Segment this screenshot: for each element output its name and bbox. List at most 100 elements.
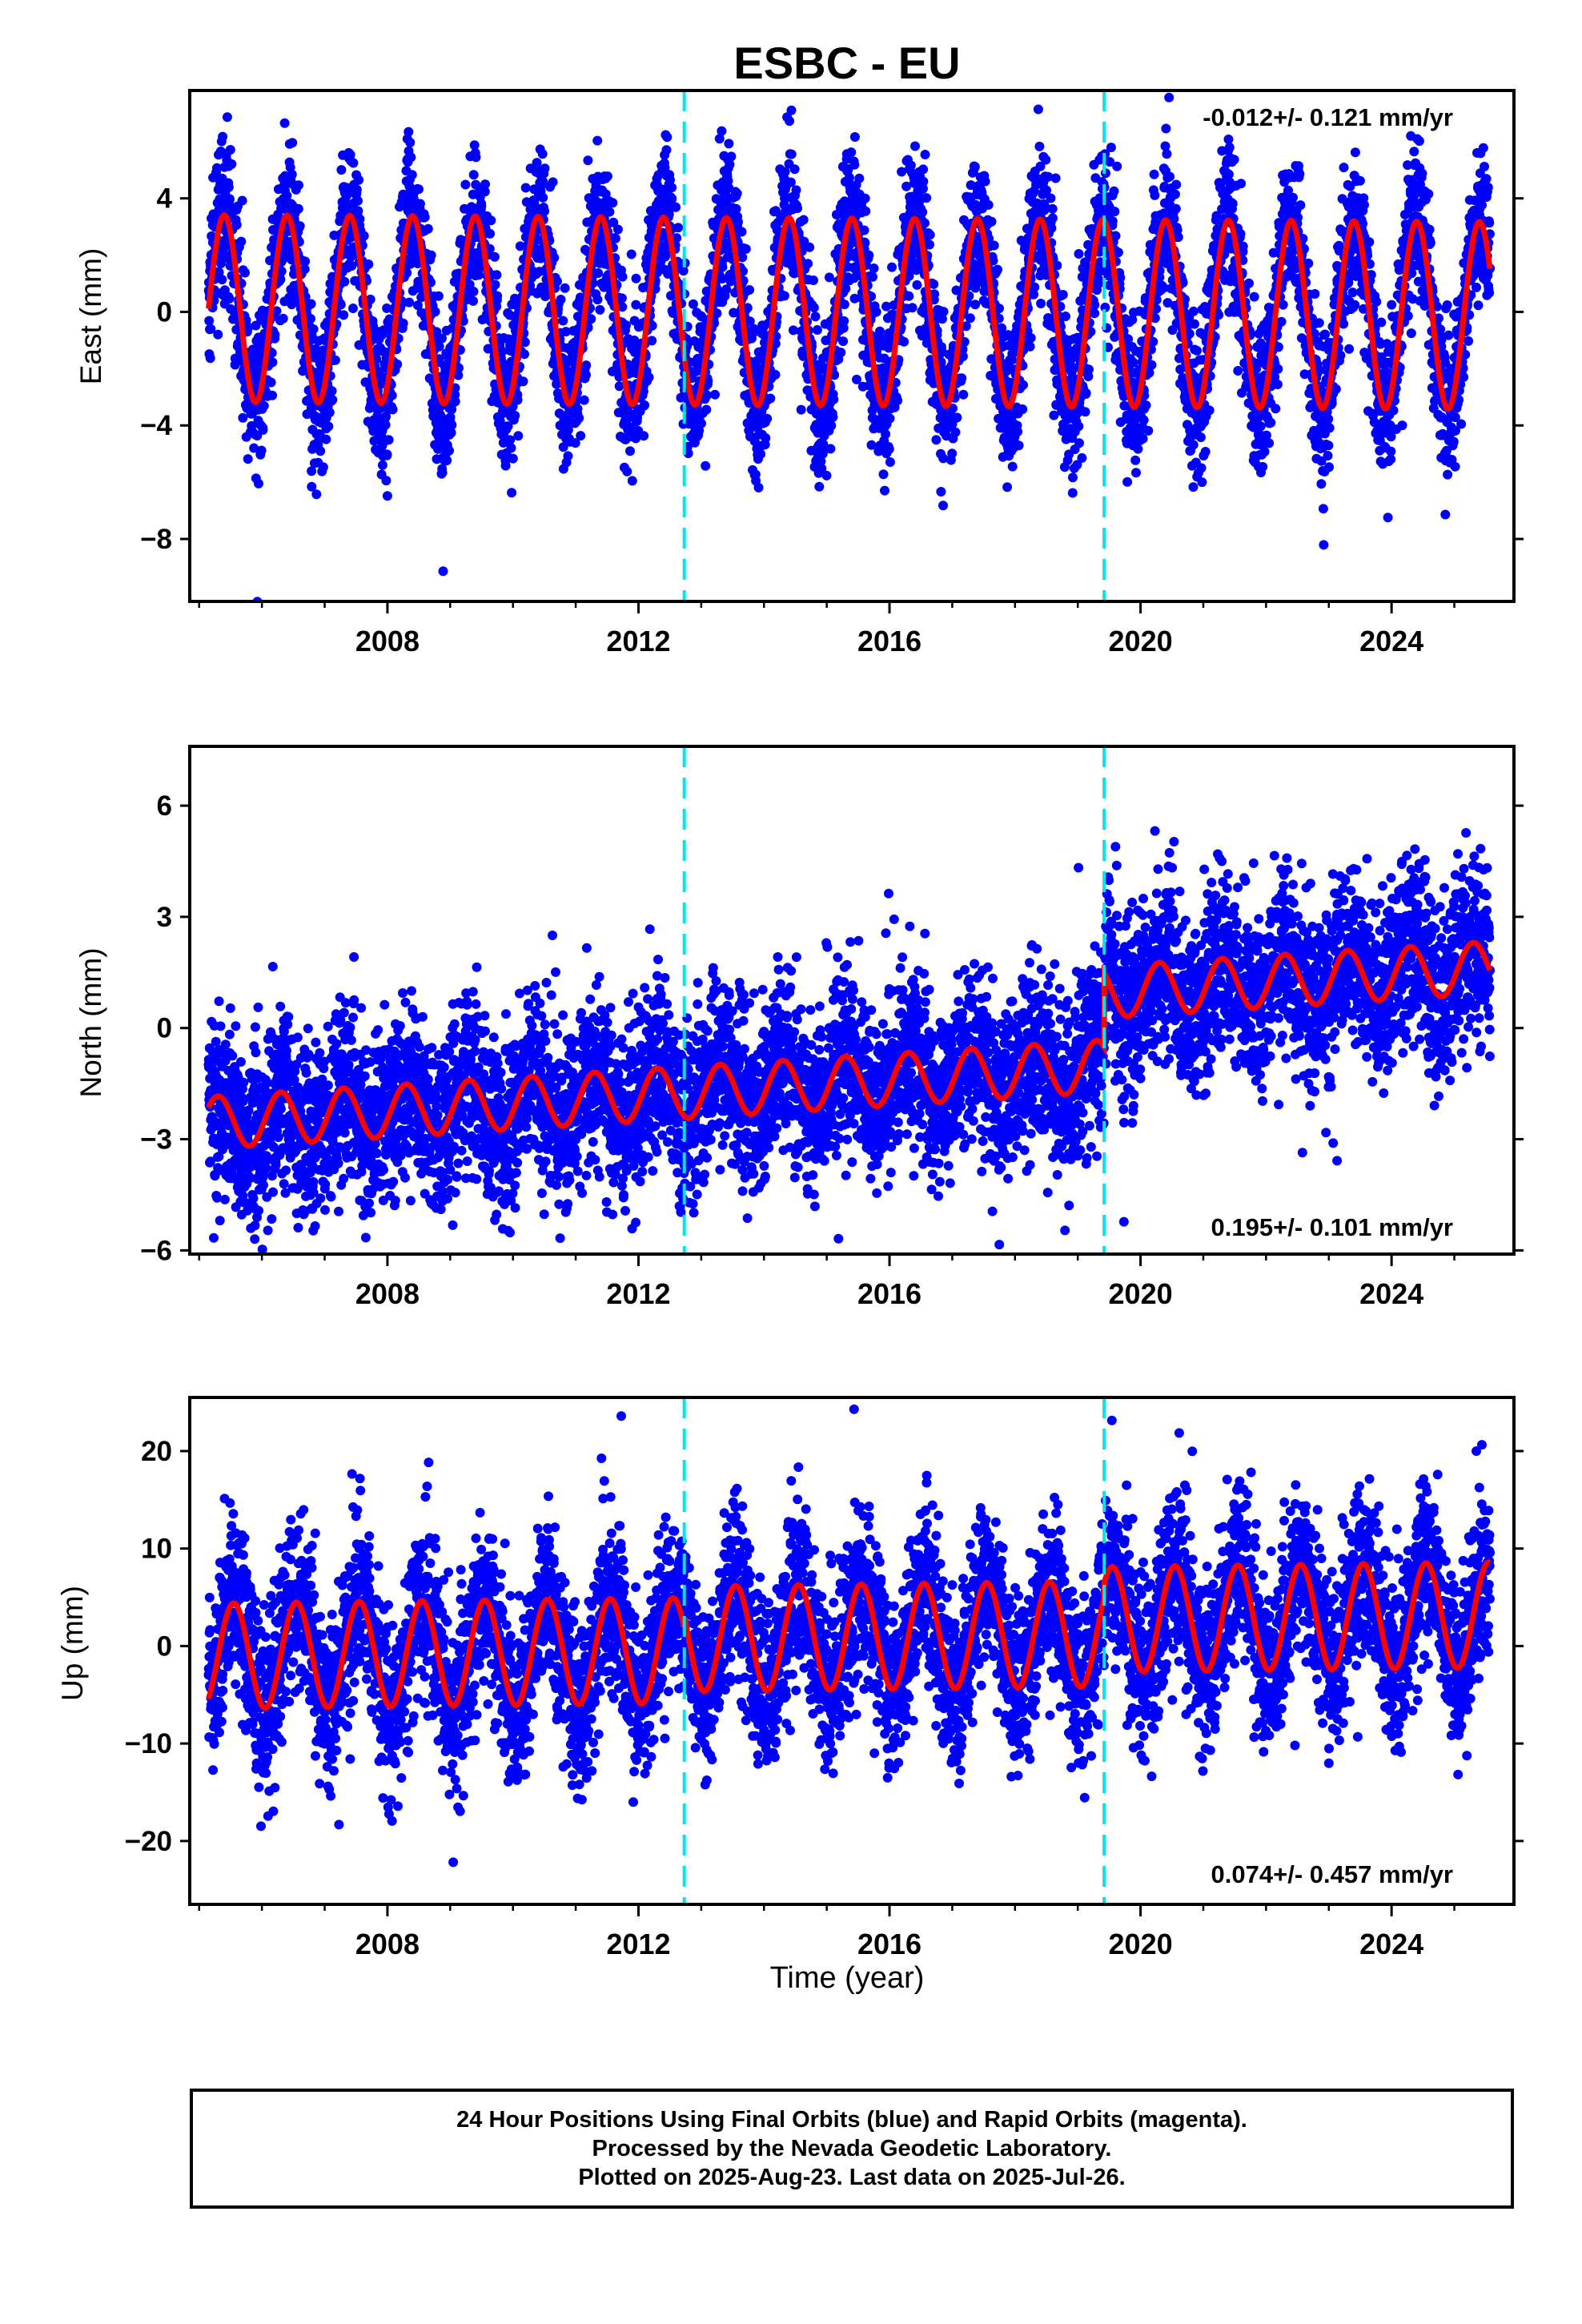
east-point [398,318,408,328]
east-point [986,216,997,227]
east-point [355,214,365,224]
east-point [812,325,822,335]
east-point [404,297,415,308]
east-point [1068,472,1078,483]
east-point [311,489,322,500]
east-point [484,243,495,254]
east-point [510,411,520,420]
east-point [552,276,562,287]
east-point [622,466,632,476]
east-point [450,396,460,407]
east-point [243,323,254,333]
east-point [1074,249,1084,259]
east-point [639,431,649,441]
east-point [275,274,286,284]
east-point [500,460,511,471]
east-point [387,390,397,400]
east-point [912,279,922,290]
east-point [701,404,712,415]
east-point [770,369,781,380]
east-point [224,294,235,304]
east-point [994,304,1004,314]
east-point [287,169,297,179]
east-point [490,279,500,290]
east-point [468,287,479,296]
east-point [733,217,743,227]
east-point [236,236,247,247]
east-point [583,155,593,166]
east-point [225,145,235,155]
east-point [382,303,392,313]
east-point [581,360,592,371]
east-point [258,424,268,435]
east-point [381,412,391,422]
east-point [859,225,869,235]
east-point [563,451,573,461]
east-point [1036,299,1046,308]
east-point [904,291,914,301]
east-point [920,150,930,159]
east-point [1074,421,1084,432]
east-point [382,449,392,460]
east-point [339,276,350,287]
east-point [1025,341,1035,352]
east-point [1109,186,1119,196]
east-point [294,180,303,191]
east-point [489,251,500,262]
east-point [673,223,684,233]
east-point [1041,155,1051,165]
east-point [661,248,671,259]
east-point [661,145,672,155]
east-point [347,261,357,271]
east-point [434,341,444,352]
east-point [869,263,879,273]
east-point [363,259,374,269]
east-point [380,420,391,430]
east-point [407,240,417,251]
east-point [293,203,303,214]
east-point [989,240,999,251]
east-point [1110,207,1120,217]
east-point [885,413,895,424]
east-point [492,270,502,280]
east-point [671,202,681,212]
east-point [231,219,242,230]
east-point [595,304,605,315]
east-point [803,259,813,269]
east-point [540,206,550,216]
east-point [710,389,720,400]
east-point [520,337,530,348]
east-point [868,271,877,282]
east-point [307,466,317,476]
east-point [809,275,818,285]
east-point [839,300,849,310]
east-point [828,412,838,422]
east-point [785,177,796,187]
east-point [970,162,980,172]
east-point [1013,427,1023,436]
east-point [765,393,776,404]
east-point [266,377,276,388]
east-point [254,478,263,489]
east-point [640,400,649,410]
east-point [249,443,259,453]
east-point [918,164,929,175]
east-point [383,435,394,445]
east-point [805,242,815,252]
east-point [864,250,874,260]
east-point [538,177,548,187]
east-point [1046,193,1056,203]
east-point [513,431,524,441]
east-point [282,191,292,201]
east-point [238,412,248,423]
east-point [1077,452,1087,463]
east-point [217,275,227,285]
east-point [626,249,636,259]
east-point [560,283,570,293]
east-point [404,127,414,137]
east-point [405,259,416,269]
east-point [548,177,558,187]
east-point [339,310,349,320]
east-point [205,353,215,364]
